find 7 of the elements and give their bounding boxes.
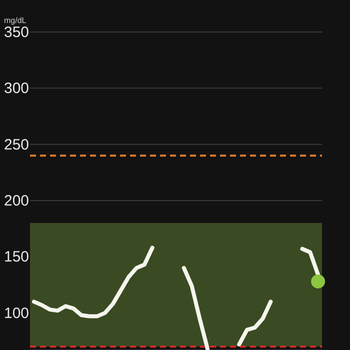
y-axis-title: mg/dL bbox=[4, 16, 26, 25]
y-tick-label: 150 bbox=[4, 248, 30, 266]
y-tick-label: 250 bbox=[4, 136, 30, 154]
y-tick-label: 200 bbox=[4, 192, 30, 210]
y-tick-label: 300 bbox=[4, 80, 30, 98]
y-tick-label: 350 bbox=[4, 24, 30, 41]
y-tick-label: 100 bbox=[4, 304, 30, 322]
